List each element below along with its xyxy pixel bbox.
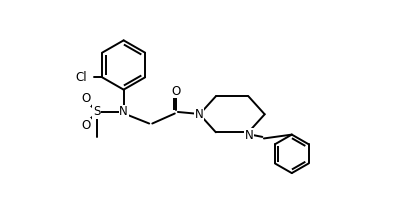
Text: O: O xyxy=(81,92,90,105)
Text: S: S xyxy=(93,105,100,119)
Text: O: O xyxy=(81,119,90,132)
Text: Cl: Cl xyxy=(75,71,87,84)
Text: N: N xyxy=(119,105,128,119)
Text: N: N xyxy=(245,129,254,142)
Text: O: O xyxy=(172,85,181,98)
Text: N: N xyxy=(194,108,203,121)
